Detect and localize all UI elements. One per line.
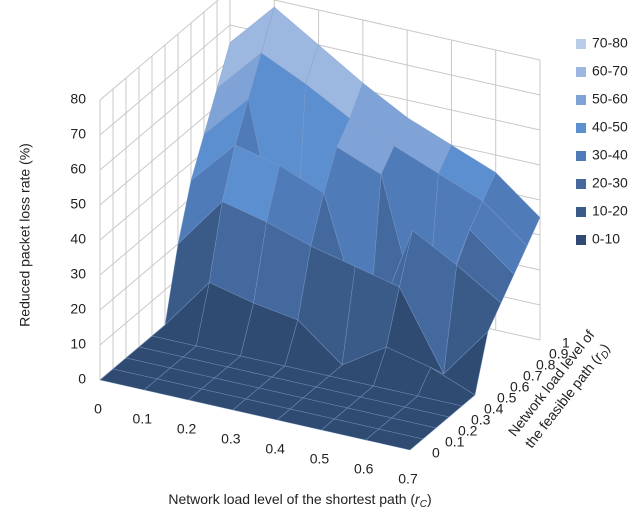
legend-label: 0-10 — [592, 231, 620, 247]
legend-label: 60-70 — [592, 63, 628, 79]
y-tick-label: 1 — [562, 335, 570, 351]
z-axis-title: Reduced packet loss rate (%) — [17, 143, 33, 327]
y-tick-label: 0.8 — [536, 357, 556, 373]
x-tick-label: 0 — [94, 401, 102, 417]
y-tick-label: 0.5 — [497, 390, 517, 406]
y-tick-label: 0.2 — [458, 423, 478, 439]
legend-label: 50-60 — [592, 91, 628, 107]
x-tick-label: 0.7 — [398, 471, 418, 487]
y-tick-label: 0.4 — [484, 401, 504, 417]
legend-swatch — [576, 179, 586, 189]
legend-label: 30-40 — [592, 147, 628, 163]
y-tick-label: 0.7 — [523, 368, 543, 384]
y-tick-label: 0 — [432, 445, 440, 461]
x-tick-label: 0.2 — [177, 421, 197, 437]
y-tick-label: 0.6 — [510, 379, 530, 395]
z-tick-label: 20 — [70, 301, 86, 317]
z-tick-label: 60 — [70, 161, 86, 177]
legend-swatch — [576, 95, 586, 105]
legend-label: 40-50 — [592, 119, 628, 135]
surface-patch — [365, 428, 424, 451]
legend-swatch — [576, 39, 586, 49]
legend-label: 70-80 — [592, 35, 628, 51]
legend-swatch — [576, 235, 586, 245]
legend-swatch — [576, 207, 586, 217]
z-tick-label: 30 — [70, 266, 86, 282]
x-tick-label: 0.5 — [310, 451, 330, 467]
legend-swatch — [576, 67, 586, 77]
z-tick-label: 40 — [70, 231, 86, 247]
z-tick-label: 80 — [70, 91, 86, 107]
z-tick-label: 70 — [70, 126, 86, 142]
z-tick-label: 10 — [70, 336, 86, 352]
legend-swatch — [576, 123, 586, 133]
legend-swatch — [576, 151, 586, 161]
x-tick-label: 0.1 — [133, 411, 153, 427]
y-tick-label: 0.1 — [445, 434, 465, 450]
legend-label: 10-20 — [592, 203, 628, 219]
grid-line — [99, 0, 541, 101]
legend-label: 20-30 — [592, 175, 628, 191]
y-tick-label: 0.9 — [549, 346, 569, 362]
x-tick-label: 0.3 — [221, 431, 241, 447]
z-tick-label: 0 — [78, 371, 86, 387]
x-axis-title: Network load level of the shortest path … — [168, 491, 431, 510]
y-tick-label: 0.3 — [471, 412, 491, 428]
z-tick-label: 50 — [70, 196, 86, 212]
x-tick-label: 0.6 — [354, 461, 374, 477]
x-tick-label: 0.4 — [265, 441, 285, 457]
